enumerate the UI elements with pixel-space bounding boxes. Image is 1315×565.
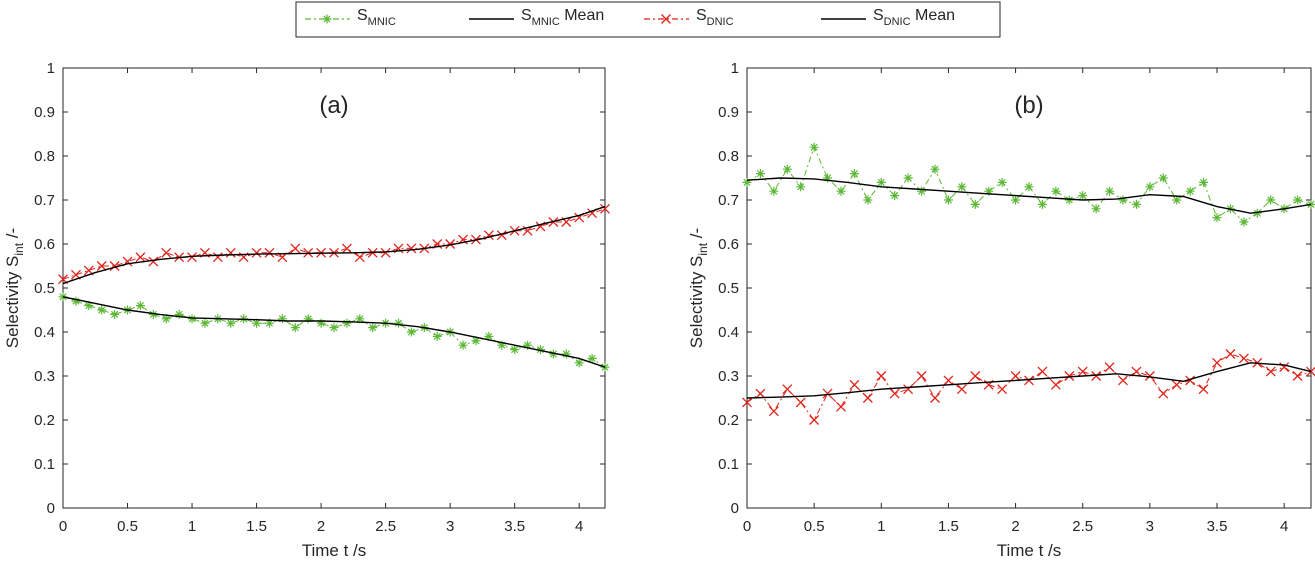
mnic-point	[837, 187, 846, 196]
mnic-point	[1293, 196, 1302, 205]
x-tick-label: 1	[188, 518, 196, 535]
mnic-point	[136, 301, 145, 310]
plot-area	[63, 68, 605, 508]
mnic-point	[317, 319, 326, 328]
y-tick-label: 1	[731, 60, 739, 77]
mnic-point	[1105, 187, 1114, 196]
y-axis-label: Selectivity Sint /-	[3, 228, 26, 348]
legend-marker	[323, 15, 332, 24]
x-tick-label: 1.5	[246, 518, 267, 535]
mnic-point	[407, 328, 416, 337]
y-tick-label: 0.3	[718, 368, 739, 385]
y-tick-label: 0	[731, 500, 739, 517]
y-tick-label: 0.5	[34, 280, 55, 297]
y-axis-label: Selectivity Sint /-	[687, 228, 710, 348]
y-tick-label: 0.8	[718, 148, 739, 165]
mnic-point	[110, 310, 119, 319]
mnic-point	[330, 323, 339, 332]
panel-b: 0 0.5 1 1.5 2 2.5 3 3.5 4 0 0.1 0.2 0.3 0.4 0.5 0.6 0.7 0…	[687, 60, 1315, 560]
panel-a: 0 0.5 1 1.5 2 2.5 3 3.5 4 0 0.1 0.2 0.3 0.4 0.5 0.6 0.7 0…	[3, 60, 610, 560]
y-tick-label: 1	[47, 60, 55, 77]
plot-area	[747, 68, 1311, 508]
y-tick-label: 0.4	[34, 324, 55, 341]
mnic-point	[1092, 204, 1101, 213]
x-tick-label: 1	[877, 518, 885, 535]
mnic-point	[200, 319, 209, 328]
x-tick-label: 2.5	[375, 518, 396, 535]
x-tick-label: 2	[1011, 518, 1019, 535]
x-tick-label: 0	[743, 518, 751, 535]
panel-label: (a)	[319, 92, 348, 119]
mnic-point	[1119, 196, 1128, 205]
mnic-point	[1186, 187, 1195, 196]
mnic-point	[1132, 200, 1141, 209]
mnic-point	[97, 306, 106, 315]
mnic-point	[1199, 178, 1208, 187]
mnic-point	[1145, 182, 1154, 191]
mnic-point	[459, 341, 468, 350]
mnic-point	[1038, 200, 1047, 209]
x-tick-label: 3	[446, 518, 454, 535]
mnic-point	[931, 165, 940, 174]
x-tick-label: 4	[575, 518, 583, 535]
y-tick-label: 0.1	[34, 456, 55, 473]
mnic-point	[188, 314, 197, 323]
y-tick-label: 0.2	[34, 412, 55, 429]
y-tick-label: 0.3	[34, 368, 55, 385]
x-tick-label: 0	[59, 518, 67, 535]
x-tick-label: 4	[1280, 518, 1288, 535]
y-tick-label: 0.6	[34, 236, 55, 253]
mnic-point	[226, 319, 235, 328]
mnic-point	[1213, 213, 1222, 222]
y-tick-label: 0.2	[718, 412, 739, 429]
mnic-point	[304, 314, 313, 323]
x-tick-label: 3.5	[1207, 518, 1228, 535]
y-tick-label: 0.7	[34, 192, 55, 209]
x-tick-label: 2	[317, 518, 325, 535]
mnic-point	[342, 319, 351, 328]
mnic-point	[1051, 187, 1060, 196]
y-tick-label: 0.6	[718, 236, 739, 253]
y-tick-label: 0	[47, 500, 55, 517]
mnic-point	[1025, 182, 1034, 191]
x-tick-label: 2.5	[1072, 518, 1093, 535]
x-tick-label: 1.5	[938, 518, 959, 535]
y-tick-label: 0.7	[718, 192, 739, 209]
mnic-point	[433, 332, 442, 341]
y-tick-label: 0.9	[34, 104, 55, 121]
mnic-point	[743, 178, 752, 187]
x-axis-label: Time t /s	[997, 541, 1062, 560]
mnic-point	[394, 319, 403, 328]
panel-label: (b)	[1014, 92, 1043, 119]
x-tick-label: 0.5	[117, 518, 138, 535]
mnic-point	[1239, 218, 1248, 227]
x-tick-label: 0.5	[804, 518, 825, 535]
mnic-point	[175, 310, 184, 319]
y-tick-label: 0.5	[718, 280, 739, 297]
mnic-point	[291, 323, 300, 332]
y-tick-label: 0.9	[718, 104, 739, 121]
x-tick-label: 3.5	[504, 518, 525, 535]
mnic-point	[71, 297, 80, 306]
y-tick-label: 0.8	[34, 148, 55, 165]
x-axis-label: Time t /s	[302, 541, 367, 560]
mnic-point	[278, 314, 287, 323]
y-tick-label: 0.1	[718, 456, 739, 473]
mnic-point	[368, 323, 377, 332]
x-tick-label: 3	[1146, 518, 1154, 535]
y-tick-label: 0.4	[718, 324, 739, 341]
